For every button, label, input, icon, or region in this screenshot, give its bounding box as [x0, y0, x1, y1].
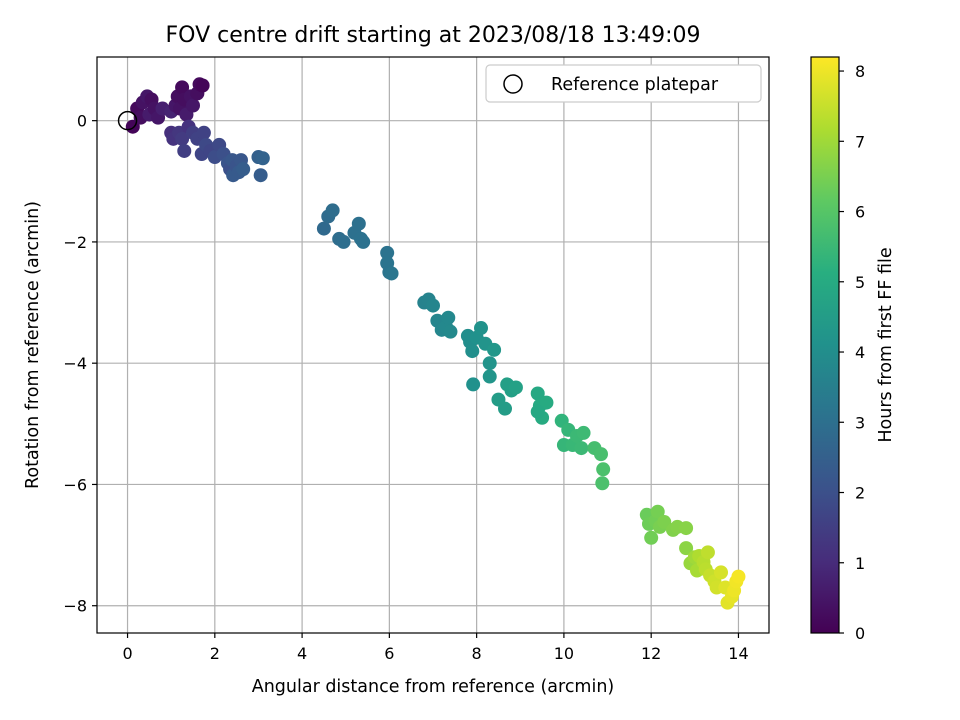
data-point	[498, 401, 512, 416]
x-tick-label: 10	[554, 644, 574, 663]
chart-title: FOV centre drift starting at 2023/08/18 …	[166, 23, 701, 48]
data-point	[530, 404, 545, 419]
data-point	[679, 521, 694, 536]
data-point	[253, 168, 268, 183]
x-tick-label: 0	[122, 644, 132, 663]
x-tick-label: 14	[728, 644, 748, 663]
data-point	[380, 245, 395, 260]
data-point	[236, 162, 251, 177]
data-point	[644, 530, 659, 545]
data-point	[186, 98, 200, 113]
data-point	[508, 380, 523, 395]
data-point	[255, 151, 270, 166]
x-tick-label: 4	[297, 644, 307, 663]
data-point	[336, 234, 351, 249]
data-point	[196, 125, 211, 140]
data-point	[474, 321, 488, 336]
y-tick-label: −4	[63, 354, 87, 373]
data-point	[487, 342, 502, 357]
colorbar-gradient	[810, 56, 840, 634]
legend-label: Reference platepar	[551, 75, 719, 95]
colorbar-tick-label: 4	[855, 343, 865, 362]
data-point	[714, 565, 728, 580]
colorbar-tick-label: 2	[855, 484, 865, 503]
legend: Reference platepar	[485, 64, 762, 103]
data-point	[175, 131, 190, 146]
data-point	[465, 344, 480, 359]
x-axis-ticks: 0 2 4 6 8 10 12 14	[122, 633, 749, 663]
colorbar-label: Hours from first FF file	[876, 247, 896, 442]
y-tick-label: −2	[63, 233, 87, 252]
colorbar-tick-label: 1	[855, 554, 865, 573]
data-point	[482, 356, 497, 371]
legend-marker	[503, 74, 523, 94]
grid	[97, 57, 769, 633]
plot-area	[96, 56, 770, 634]
data-point	[594, 447, 608, 462]
data-point	[596, 462, 611, 477]
data-point	[384, 266, 399, 281]
data-point	[443, 324, 458, 339]
plot-frame	[96, 56, 770, 634]
colorbar-tick-label: 0	[855, 624, 865, 643]
data-point	[316, 221, 331, 236]
colorbar-tick-label: 8	[855, 62, 865, 81]
data-point	[539, 395, 554, 410]
scatter-points	[125, 77, 746, 610]
colorbar-tick-label: 7	[855, 132, 865, 151]
colorbar-tick-label: 3	[855, 413, 865, 432]
data-point	[576, 425, 591, 440]
data-point	[595, 476, 610, 491]
data-point	[482, 369, 497, 384]
data-point	[731, 569, 746, 584]
reference-marker	[117, 110, 138, 131]
data-point	[175, 80, 190, 95]
y-tick-label: −8	[63, 597, 87, 616]
x-axis-label: Angular distance from reference (arcmin)	[252, 677, 615, 697]
data-point	[650, 504, 665, 519]
colorbar-tick-label: 5	[855, 273, 865, 292]
data-point	[195, 78, 210, 93]
x-tick-label: 6	[384, 644, 394, 663]
data-point	[466, 377, 481, 392]
colorbar-ticks: 0 1 2 3 4 5 6 7 8	[839, 62, 865, 643]
data-point	[177, 143, 192, 158]
x-tick-label: 12	[641, 644, 661, 663]
y-axis-ticks: 0 −2 −4 −6 −8	[63, 112, 97, 616]
data-point	[700, 545, 715, 560]
y-tick-label: −6	[63, 475, 87, 494]
y-axis-label: Rotation from reference (arcmin)	[23, 201, 43, 489]
colorbar-tick-label: 6	[855, 203, 865, 222]
y-tick-label: 0	[77, 112, 87, 131]
data-point	[679, 541, 694, 556]
legend-box	[485, 64, 762, 103]
data-point	[530, 386, 545, 401]
data-point	[351, 216, 366, 231]
colorbar: 0 1 2 3 4 5 6 7 8 Hours from first FF file	[810, 56, 896, 643]
x-tick-label: 8	[472, 644, 482, 663]
data-point	[356, 234, 371, 249]
data-point	[574, 441, 589, 456]
data-point	[441, 310, 456, 325]
data-point	[325, 203, 340, 218]
data-point	[426, 298, 440, 313]
x-tick-label: 2	[210, 644, 220, 663]
